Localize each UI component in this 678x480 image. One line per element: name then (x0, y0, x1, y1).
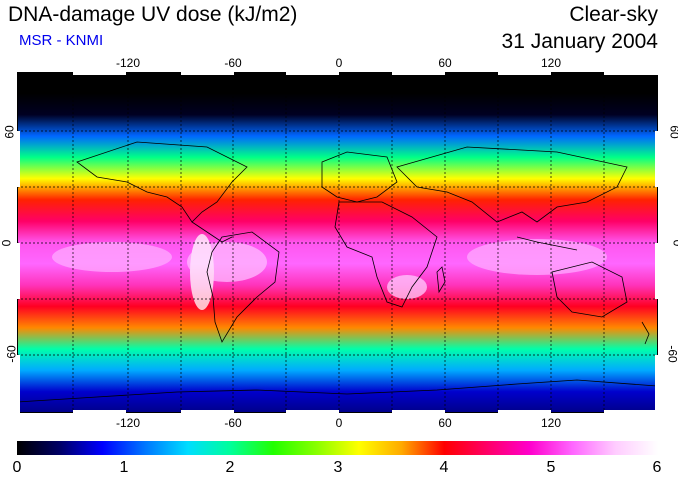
colorbar-label: 0 (12, 459, 22, 476)
coastlines (17, 141, 658, 403)
map-type-label: Clear-sky (569, 3, 658, 26)
lon-tick-bottom: 120 (540, 416, 562, 430)
color-scale-bar (17, 441, 658, 455)
lon-tick-bottom: 0 (335, 416, 343, 430)
colorbar-label: 2 (225, 459, 235, 476)
colorbar-label: 1 (119, 459, 129, 476)
date-label: 31 January 2004 (501, 30, 658, 53)
colorbar-label: 6 (652, 459, 662, 476)
lat-tick-left: 60 (2, 125, 17, 139)
lon-tick-top: 60 (438, 56, 452, 70)
colorbar-label: 4 (439, 459, 449, 476)
lon-tick-top: -60 (224, 56, 242, 70)
graticule (17, 72, 658, 413)
lat-tick-right: 60 (667, 125, 678, 139)
uv-dose-map (17, 72, 658, 413)
source-credit: MSR - KNMI (19, 32, 104, 49)
lat-tick-left: -60 (4, 345, 19, 363)
lat-tick-right: 0 (671, 240, 678, 247)
lon-tick-top: 0 (335, 56, 343, 70)
map-title: DNA-damage UV dose (kJ/m2) (8, 3, 298, 26)
lon-tick-top: 120 (540, 56, 562, 70)
lon-tick-bottom: -120 (115, 416, 141, 430)
colorbar-label: 5 (546, 459, 556, 476)
lon-tick-top: -120 (115, 56, 141, 70)
lat-tick-right: -60 (665, 345, 678, 363)
lon-tick-bottom: -60 (224, 416, 242, 430)
frame-ticks (17, 72, 658, 413)
colorbar-label: 3 (333, 459, 343, 476)
lat-tick-left: 0 (0, 239, 14, 247)
lon-tick-bottom: 60 (438, 416, 452, 430)
